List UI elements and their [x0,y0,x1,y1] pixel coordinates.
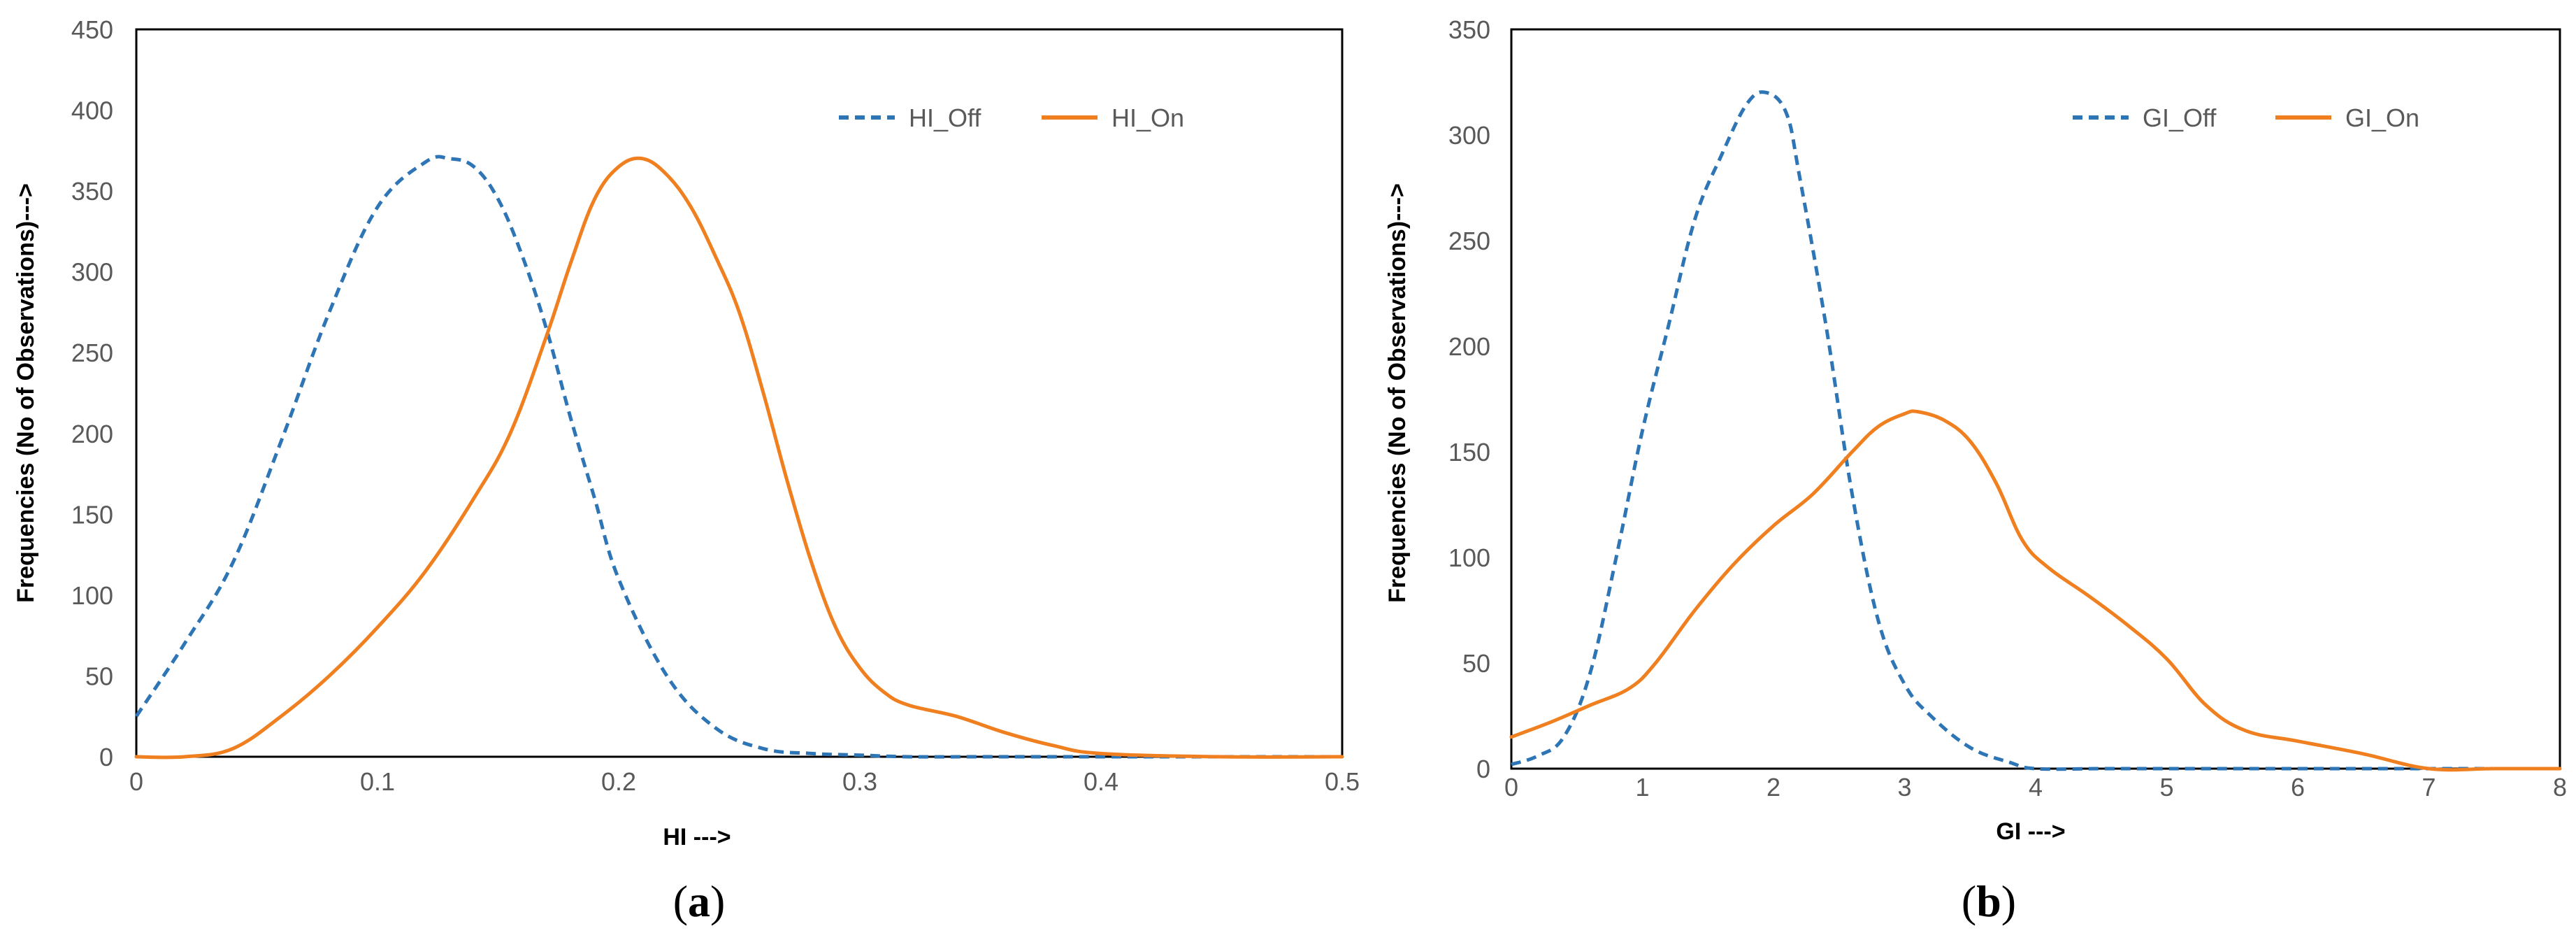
series-line-hi-on [134,156,1344,760]
legend-label-hi-on: HI_On [1111,104,1184,132]
x-tick-label: 0.5 [1325,767,1360,796]
y-tick-label: 200 [1448,332,1490,361]
x-axis-ticks: 0 0.1 0.2 0.3 0.4 0.5 [129,767,1360,796]
y-tick-label: 350 [71,177,113,206]
y-tick-label: 100 [71,581,113,610]
y-tick-label: 0 [1476,755,1490,783]
series-lines [1509,90,2562,772]
x-tick-label: 4 [2029,773,2043,802]
x-tick-label: 0.4 [1084,767,1118,796]
panel-caption-letter: a [688,876,710,926]
y-tick-label: 350 [1448,15,1490,44]
x-tick-label: 0 [1504,773,1518,802]
legend-label-hi-off: HI_Off [909,104,981,132]
series-line-gi-off [1511,90,2560,771]
x-axis-ticks: 0 1 2 3 4 5 6 7 8 [1504,773,2567,802]
y-tick-label: 450 [71,15,113,44]
x-tick-label: 7 [2422,773,2435,802]
x-tick-label: 5 [2159,773,2173,802]
y-tick-label: 250 [71,339,113,367]
y-axis-ticks: 0 50 100 150 200 250 300 350 [1448,15,1490,783]
x-tick-label: 0.2 [601,767,636,796]
series-lines [134,155,1344,760]
x-tick-label: 3 [1897,773,1911,802]
y-axis-title: Frequencies (No of Observations)---> [13,183,39,603]
legend-label-gi-off: GI_Off [2143,104,2217,132]
series-line-hi-off [134,155,1342,759]
panel-caption-letter: b [1976,876,2001,926]
chart-panel-a: 0 50 100 150 200 250 300 350 400 450 0 0.1 0.2 0.3 0.… [13,15,1360,926]
y-tick-label: 0 [99,743,113,771]
panel-caption: (a) [673,876,726,926]
x-tick-label: 0 [129,767,143,796]
series-line-gi-on [1509,409,2562,772]
x-tick-label: 2 [1766,773,1780,802]
y-tick-label: 400 [71,97,113,125]
y-tick-label: 150 [1448,438,1490,467]
y-tick-label: 300 [1448,121,1490,150]
panel-caption: (b) [1962,876,2016,926]
plot-frame [1510,28,2561,770]
x-axis-title: HI ---> [663,824,731,850]
y-tick-label: 100 [1448,543,1490,572]
y-tick-label: 250 [1448,227,1490,255]
y-tick-label: 200 [71,420,113,448]
legend: HI_Off HI_On [839,104,1184,132]
y-axis-title: Frequencies (No of Observations)---> [1384,183,1411,603]
x-axis-title: GI ---> [1996,818,2065,845]
legend-label-gi-on: GI_On [2345,104,2419,132]
y-tick-label: 50 [85,662,113,690]
chart-panel-b: 0 50 100 150 200 250 300 350 0 1 2 3 4 5 6 7 8 GI_Off G… [1384,15,2567,926]
y-tick-label: 300 [71,258,113,287]
legend: GI_Off GI_On [2073,104,2419,132]
y-axis-ticks: 0 50 100 150 200 250 300 350 400 450 [71,15,113,771]
y-tick-label: 150 [71,500,113,529]
x-tick-label: 8 [2553,773,2567,802]
y-tick-label: 50 [1462,649,1490,678]
x-tick-label: 1 [1635,773,1649,802]
x-tick-label: 0.1 [360,767,395,796]
plot-frame [135,28,1344,758]
x-tick-label: 0.3 [842,767,877,796]
x-tick-label: 6 [2291,773,2305,802]
